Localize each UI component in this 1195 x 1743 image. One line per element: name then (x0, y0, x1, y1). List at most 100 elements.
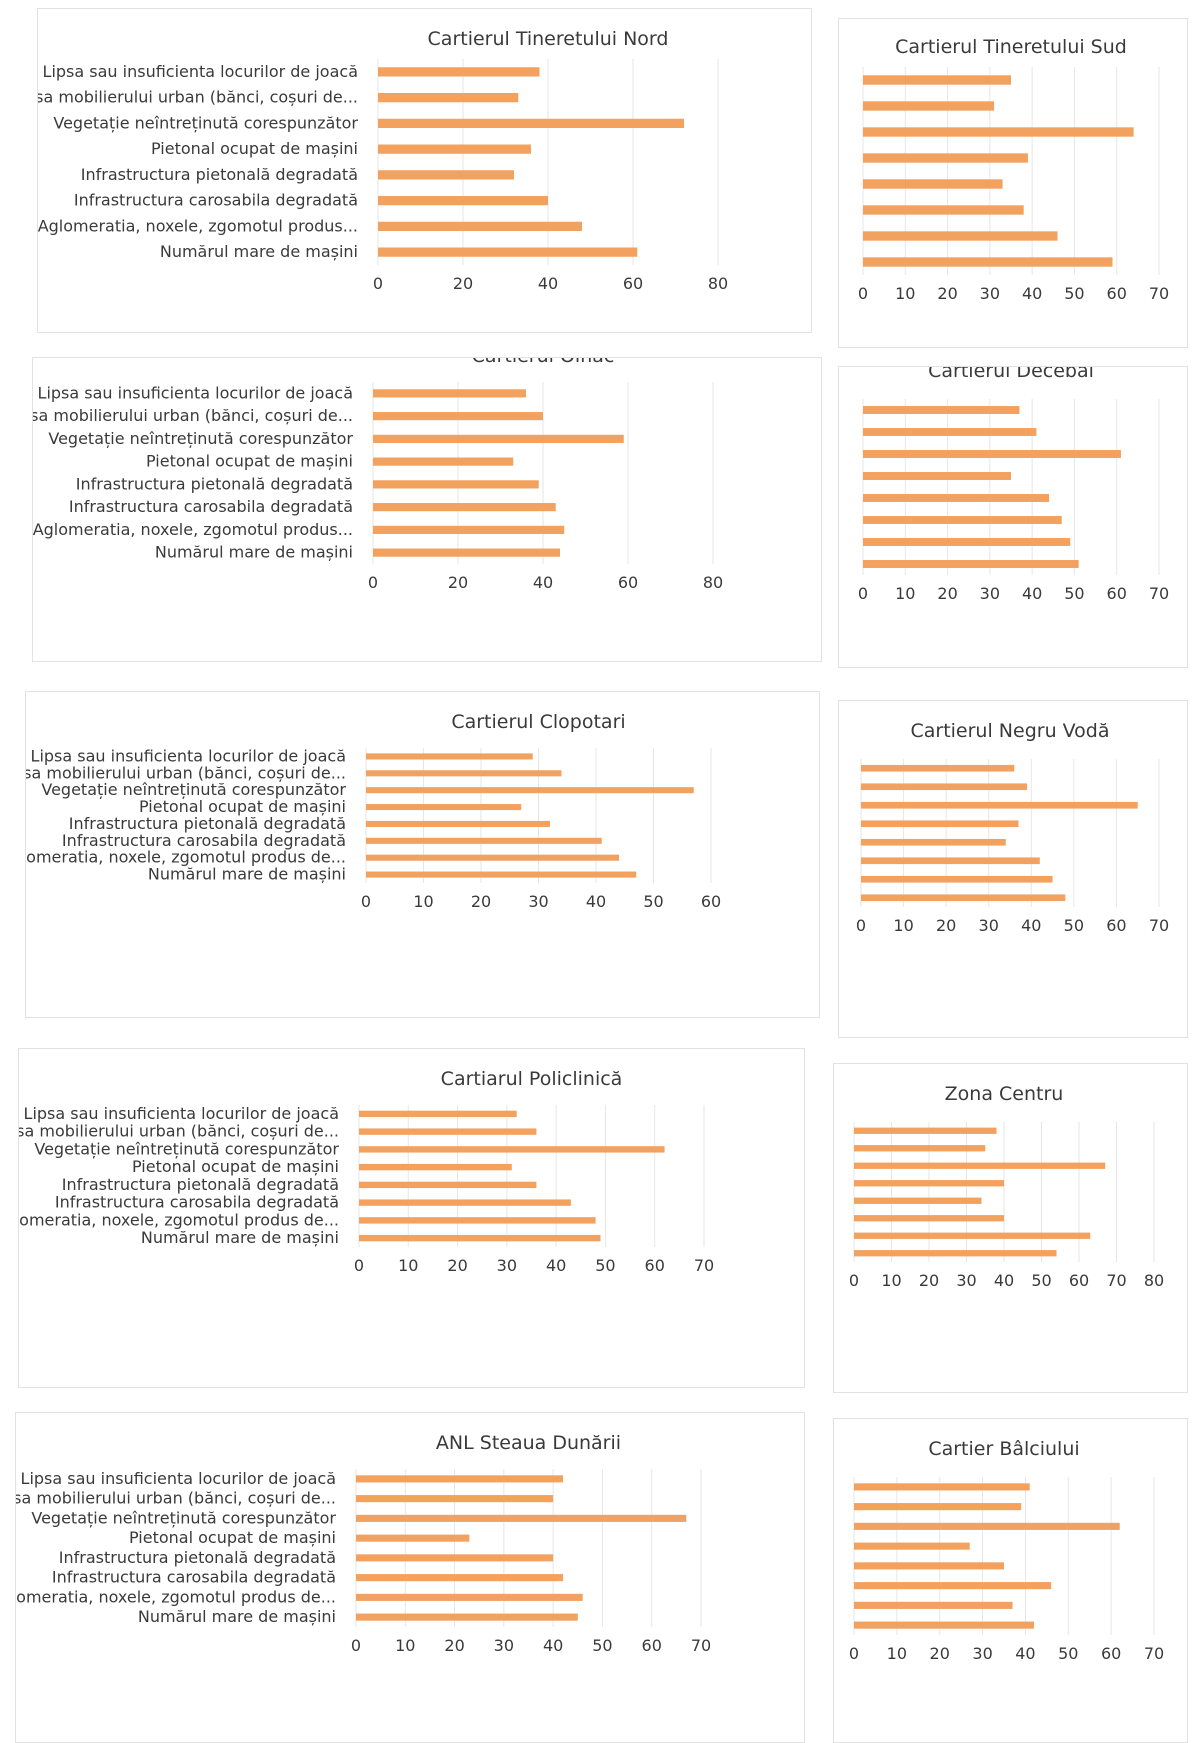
bar (854, 1542, 970, 1550)
bar (366, 854, 619, 861)
bar (378, 195, 548, 206)
x-tick-label: 10 (887, 1644, 907, 1663)
category-label: Vegetație neîntreținută corespunzător (48, 429, 353, 448)
x-tick-label: 60 (1101, 1644, 1121, 1663)
x-tick-label: 0 (368, 573, 378, 592)
bar (854, 1162, 1106, 1169)
bar (356, 1475, 563, 1483)
x-tick-label: 40 (543, 1636, 563, 1655)
bar (861, 783, 1028, 791)
bar (863, 450, 1121, 458)
x-tick-label: 30 (980, 584, 1000, 603)
bar (356, 1534, 470, 1542)
category-label: Pietonal ocupat de mașini (132, 1157, 339, 1176)
category-label: Numărul mare de mașini (148, 865, 346, 884)
bar-chart: Cartierul Negru Vodă 0 10 20 30 40 50 60 70 (856, 720, 1169, 935)
bar-chart: ANL Steaua Dunării 0 10 20 30 40 50 60 70 Lipsa s… (16, 1432, 711, 1655)
category-label: Infrastructura pietonală degradată (62, 1175, 339, 1194)
bar (373, 412, 543, 421)
x-tick-label: 0 (858, 584, 868, 603)
bar (366, 837, 602, 844)
bar (356, 1495, 554, 1503)
category-label: Vegetație neîntreținută corespunzător (31, 1508, 336, 1527)
bar (854, 1483, 1030, 1491)
x-tick-label: 40 (1015, 1644, 1035, 1663)
x-tick-label: 0 (354, 1256, 364, 1275)
x-tick-label: 20 (937, 284, 957, 303)
bar (356, 1554, 554, 1562)
x-tick-label: 40 (546, 1256, 566, 1275)
x-tick-label: 20 (930, 1644, 950, 1663)
x-tick-label: 70 (691, 1636, 711, 1655)
chart-panel-zona-centru: Zona Centru 0 10 20 30 40 50 60 70 80 (833, 1063, 1188, 1393)
bar (373, 434, 624, 443)
bar (378, 247, 638, 257)
x-tick-label: 30 (979, 916, 999, 935)
bar (366, 804, 522, 811)
chart-title: Cartierul Oinac (472, 358, 615, 367)
x-tick-label: 50 (592, 1636, 612, 1655)
x-tick-label: 40 (538, 274, 558, 293)
bar (854, 1522, 1120, 1530)
bar (863, 231, 1058, 241)
category-label: Infrastructura pietonală degradată (81, 165, 358, 184)
x-tick-label: 60 (1107, 284, 1127, 303)
x-tick-label: 10 (881, 1271, 901, 1290)
bar (863, 494, 1050, 502)
x-tick-label: 80 (1144, 1271, 1164, 1290)
category-label: Infrastructura pietonală degradată (69, 814, 346, 833)
bar-chart: Cartierul Clopotari 0 10 20 30 40 50 60 Lipsa sa… (26, 711, 721, 911)
x-tick-label: 50 (643, 892, 663, 911)
x-tick-label: 40 (533, 573, 553, 592)
bar (378, 92, 519, 103)
x-tick-label: 10 (398, 1256, 418, 1275)
chart-panel-oinac: Cartierul Oinac 0 20 40 60 80 Lipsa sau insufi… (32, 357, 822, 662)
category-label: Aglomeratia, noxele, zgomotul produs de.… (19, 1210, 339, 1229)
category-label: Lipsa mobilierului urban (bănci, coșuri … (38, 88, 358, 107)
bar (854, 1503, 1022, 1511)
bar-chart: Cartiarul Policlinică 0 10 20 30 40 50 60 70 Lips… (19, 1068, 714, 1275)
x-tick-label: 10 (413, 892, 433, 911)
x-tick-label: 10 (895, 284, 915, 303)
category-label: Pietonal ocupat de mașini (151, 139, 358, 158)
bar (854, 1215, 1004, 1222)
chart-panel-anl-steaua-dunarii: ANL Steaua Dunării 0 10 20 30 40 50 60 70 Lipsa s… (15, 1412, 805, 1743)
bar (366, 753, 533, 760)
bar (373, 389, 526, 398)
chart-panel-decebal: Cartierul Decebal 0 10 20 30 40 50 60 70 (838, 366, 1188, 668)
chart-title: Cartiarul Policlinică (441, 1068, 623, 1090)
bar (861, 894, 1066, 902)
x-tick-label: 30 (494, 1636, 514, 1655)
category-label: Numărul mare de mașini (138, 1607, 336, 1626)
x-tick-label: 0 (361, 892, 371, 911)
x-tick-label: 0 (849, 1644, 859, 1663)
x-tick-label: 40 (994, 1271, 1014, 1290)
chart-panel-tineretului-sud: Cartierul Tineretului Sud 0 10 20 30 40 50 60 70 (838, 18, 1188, 348)
x-tick-label: 80 (708, 274, 728, 293)
bar (863, 101, 995, 111)
bar-chart: Cartierul Tineretului Nord 0 20 40 60 80 Lipsa… (38, 28, 728, 293)
x-tick-label: 60 (1107, 584, 1127, 603)
category-label: Vegetație neîntreținută corespunzător (53, 113, 358, 132)
bar (359, 1163, 512, 1171)
bar-chart: Cartier Bâlciului 0 10 20 30 40 50 60 70 (849, 1438, 1164, 1663)
bar (863, 472, 1011, 480)
category-label: Lipsa sau insuficienta locurilor de joac… (38, 383, 353, 402)
x-tick-label: 50 (1064, 916, 1084, 935)
bar (863, 127, 1134, 137)
category-label: Lipsa sau insuficienta locurilor de joac… (43, 62, 358, 81)
category-label: Lipsa mobilierului urban (bănci, coșuri … (26, 763, 346, 782)
x-tick-label: 30 (497, 1256, 517, 1275)
chart-panel-negru-voda: Cartierul Negru Vodă 0 10 20 30 40 50 60 70 (838, 700, 1188, 1038)
category-label: Vegetație neîntreținută corespunzător (34, 1139, 339, 1158)
bar (378, 67, 540, 77)
x-tick-label: 70 (1144, 1644, 1164, 1663)
bar (854, 1145, 986, 1152)
x-tick-label: 80 (703, 573, 723, 592)
x-tick-label: 30 (528, 892, 548, 911)
bar (861, 875, 1053, 883)
category-label: Numărul mare de mașini (160, 242, 358, 261)
x-tick-label: 0 (351, 1636, 361, 1655)
x-tick-label: 20 (444, 1636, 464, 1655)
category-label: Pietonal ocupat de mașini (146, 452, 353, 471)
